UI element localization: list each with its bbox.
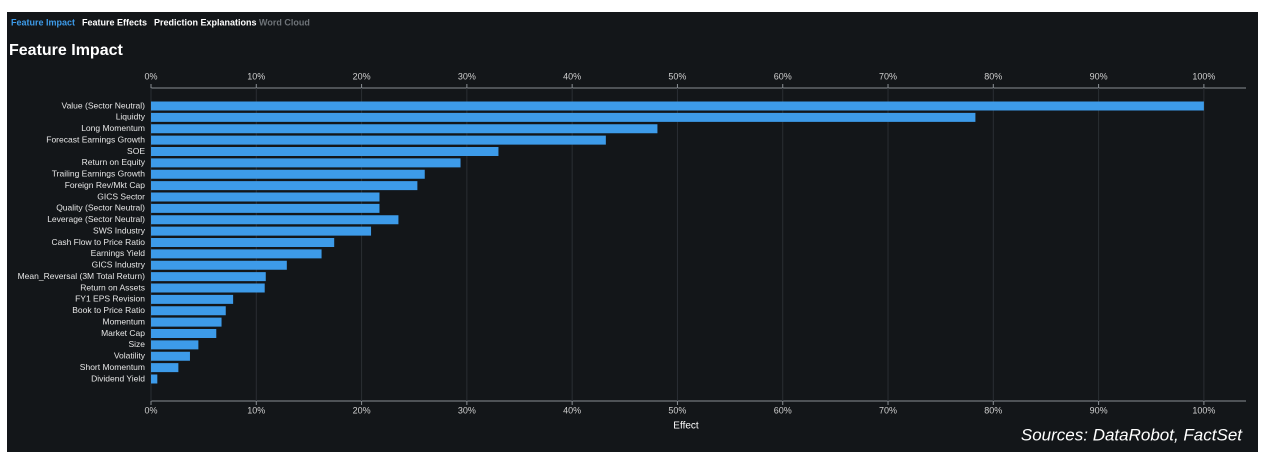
bar bbox=[151, 101, 1204, 111]
x-tick-label: 20% bbox=[353, 71, 371, 81]
bar bbox=[151, 351, 190, 361]
tab[interactable]: Prediction Explanations bbox=[154, 17, 257, 27]
x-tick-label: 10% bbox=[247, 71, 265, 81]
x-tick-label: 60% bbox=[774, 405, 792, 415]
bar bbox=[151, 306, 226, 316]
y-tick-label: Return on Assets bbox=[80, 282, 145, 292]
y-tick-label: Quality (Sector Neutral) bbox=[56, 203, 145, 213]
bar bbox=[151, 238, 335, 247]
bar bbox=[151, 374, 158, 384]
x-tick-label: 40% bbox=[563, 71, 581, 81]
bar bbox=[151, 340, 199, 350]
x-tick-label: 70% bbox=[879, 71, 897, 81]
x-tick-label: 30% bbox=[458, 71, 476, 81]
y-tick-label: Market Cap bbox=[101, 328, 145, 338]
y-tick-label: Liquidty bbox=[116, 112, 146, 122]
y-tick-label: Size bbox=[128, 339, 145, 349]
y-tick-label: Short Momentum bbox=[80, 362, 145, 372]
bar bbox=[151, 283, 265, 293]
y-tick-label: Momentum bbox=[102, 316, 145, 326]
bar bbox=[151, 363, 179, 373]
y-tick-label: SWS Industry bbox=[93, 225, 146, 235]
bar bbox=[151, 226, 372, 236]
x-tick-label: 40% bbox=[563, 405, 581, 415]
bar bbox=[151, 329, 217, 338]
x-tick-label: 90% bbox=[1090, 71, 1108, 81]
tab[interactable]: Word Cloud bbox=[259, 17, 310, 27]
y-tick-label: Cash Flow to Price Ratio bbox=[51, 237, 145, 247]
bar bbox=[151, 124, 658, 134]
x-axis-label: Effect bbox=[673, 421, 699, 432]
bar bbox=[151, 260, 287, 270]
bar bbox=[151, 203, 380, 213]
bar bbox=[151, 317, 222, 327]
bar bbox=[151, 112, 976, 122]
bar bbox=[151, 147, 499, 156]
tab[interactable]: Feature Impact bbox=[11, 17, 75, 27]
bar bbox=[151, 135, 606, 145]
y-tick-label: Earnings Yield bbox=[91, 248, 146, 258]
chart-title: Feature Impact bbox=[9, 42, 123, 59]
bar bbox=[151, 294, 234, 304]
bar bbox=[151, 192, 380, 202]
y-tick-label: Volatility bbox=[114, 351, 146, 361]
x-tick-label: 50% bbox=[668, 405, 686, 415]
x-tick-label: 80% bbox=[984, 405, 1002, 415]
x-tick-label: 30% bbox=[458, 405, 476, 415]
tab[interactable]: Feature Effects bbox=[82, 17, 147, 27]
y-tick-label: Dividend Yield bbox=[91, 373, 145, 383]
bar bbox=[151, 158, 461, 168]
y-tick-label: SOE bbox=[127, 146, 145, 156]
bar bbox=[151, 181, 418, 191]
y-tick-label: Mean_Reversal (3M Total Return) bbox=[18, 271, 146, 281]
y-tick-label: GICS Sector bbox=[97, 191, 145, 201]
y-tick-label: Trailing Earnings Growth bbox=[52, 169, 145, 179]
y-tick-label: Forecast Earnings Growth bbox=[46, 134, 145, 144]
x-tick-label: 0% bbox=[144, 405, 157, 415]
y-tick-label: Long Momentum bbox=[81, 123, 145, 133]
y-tick-label: FY1 EPS Revision bbox=[75, 294, 145, 304]
y-tick-label: Value (Sector Neutral) bbox=[62, 100, 146, 110]
source-note: Sources: DataRobot, FactSet bbox=[1021, 425, 1243, 444]
x-tick-label: 80% bbox=[984, 71, 1002, 81]
bar bbox=[151, 249, 322, 259]
x-tick-label: 60% bbox=[774, 71, 792, 81]
y-tick-label: Return on Equity bbox=[82, 157, 146, 167]
x-tick-label: 100% bbox=[1192, 71, 1215, 81]
x-tick-label: 70% bbox=[879, 405, 897, 415]
x-tick-label: 20% bbox=[353, 405, 371, 415]
y-tick-label: Leverage (Sector Neutral) bbox=[47, 214, 145, 224]
bar bbox=[151, 272, 266, 282]
x-tick-label: 90% bbox=[1090, 405, 1108, 415]
y-tick-label: GICS Industry bbox=[92, 260, 146, 270]
y-tick-label: Foreign Rev/Mkt Cap bbox=[65, 180, 146, 190]
x-tick-label: 50% bbox=[668, 71, 686, 81]
bar bbox=[151, 169, 425, 179]
x-tick-label: 0% bbox=[144, 71, 157, 81]
x-tick-label: 10% bbox=[247, 405, 265, 415]
x-tick-label: 100% bbox=[1192, 405, 1215, 415]
y-tick-label: Book to Price Ratio bbox=[72, 305, 145, 315]
bar bbox=[151, 215, 399, 225]
